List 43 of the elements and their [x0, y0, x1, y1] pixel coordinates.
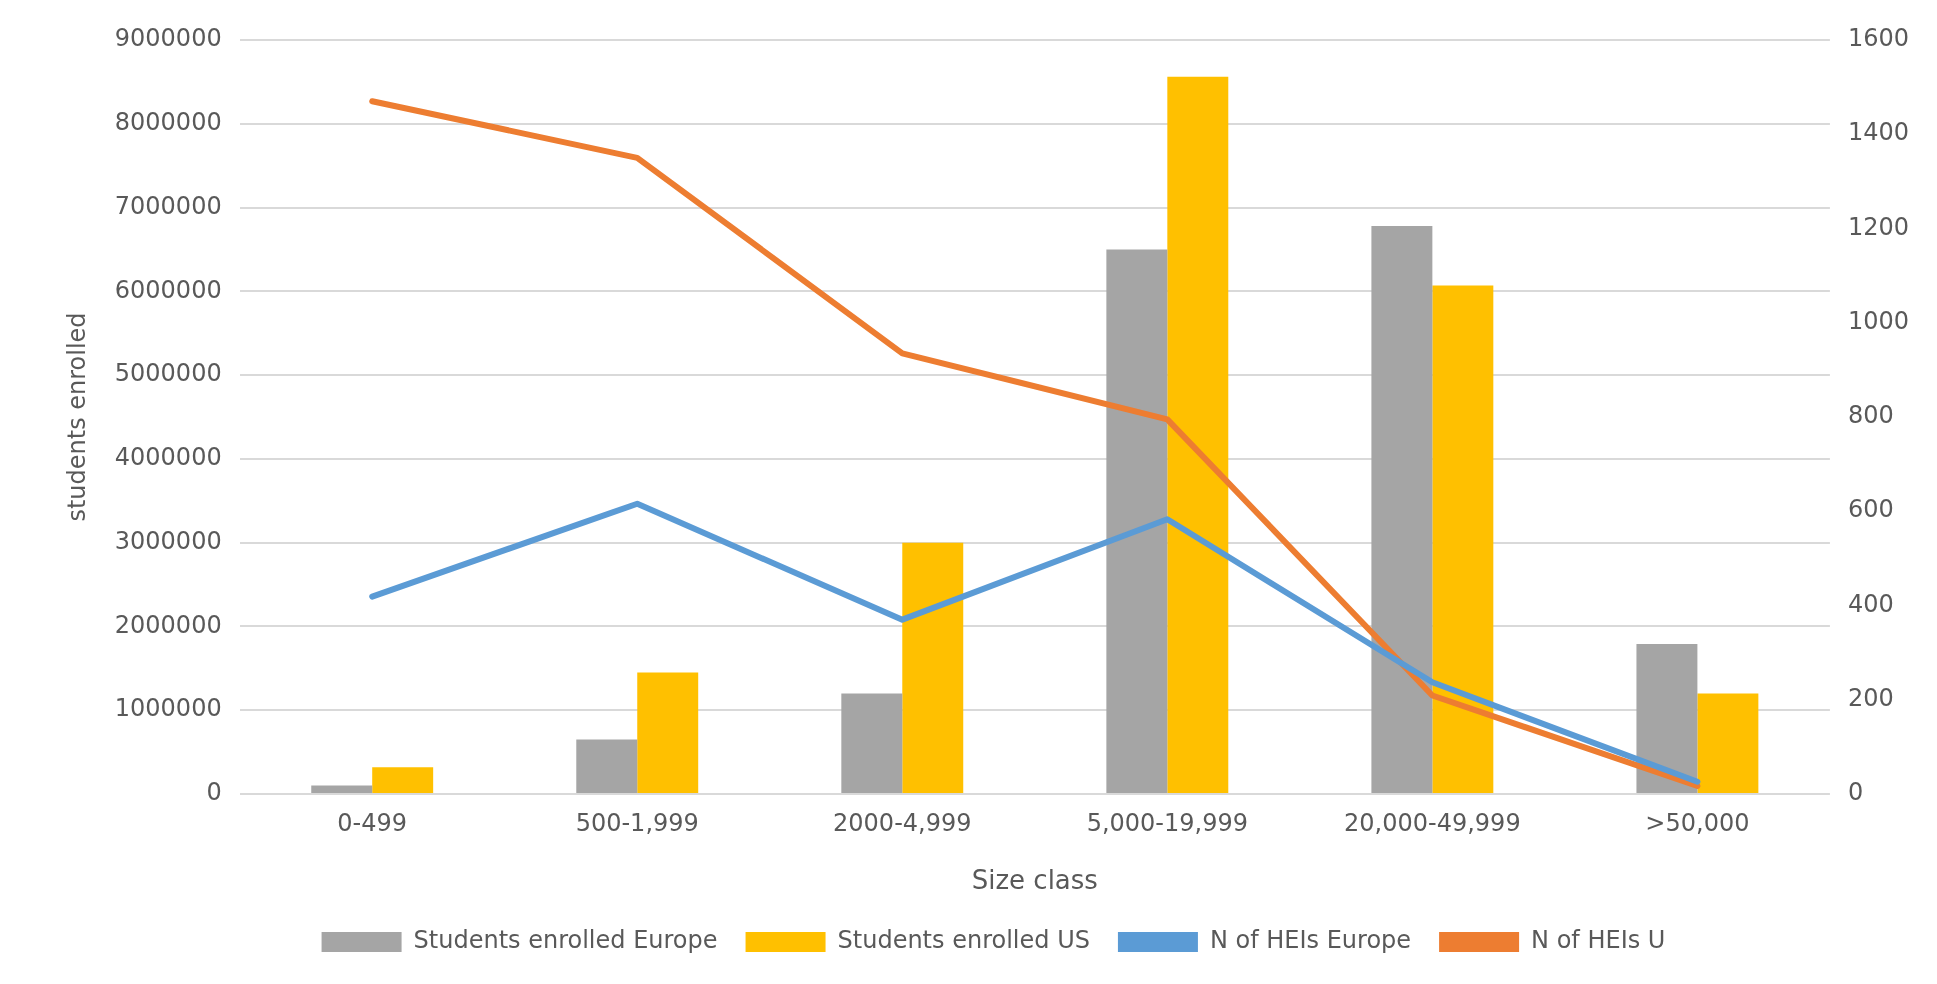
- bar: [637, 672, 699, 793]
- y-tick-label: 4000000: [114, 443, 222, 472]
- bar: [902, 542, 964, 793]
- y2-tick-label: 1000: [1847, 306, 1909, 335]
- y2-tick-label: 200: [1847, 683, 1894, 712]
- y2-tick-label: 1400: [1847, 118, 1909, 147]
- y-tick-label: 9000000: [114, 24, 222, 53]
- x-tick-label: >50,000: [1645, 808, 1750, 837]
- legend-label: Students enrolled Europe: [413, 926, 718, 955]
- bar: [1371, 225, 1433, 793]
- y-tick-label: 0: [206, 778, 222, 807]
- y-tick-label: 1000000: [114, 694, 222, 723]
- bar: [1167, 76, 1229, 793]
- x-tick-label: 0-499: [337, 808, 408, 837]
- bar: [576, 739, 638, 793]
- y2-tick-label: 0: [1847, 778, 1864, 807]
- y2-tick-label: 1600: [1847, 24, 1909, 53]
- bar: [372, 767, 434, 793]
- y-tick-label: 3000000: [114, 526, 222, 555]
- x-tick-label: 2000-4,999: [833, 808, 972, 837]
- x-tick-label: 5,000-19,999: [1086, 808, 1248, 837]
- bar: [1697, 693, 1759, 793]
- legend-label: N of HEIs Europe: [1209, 926, 1412, 955]
- bar: [1106, 249, 1168, 793]
- bar: [1432, 285, 1494, 793]
- y2-tick-label: 800: [1847, 401, 1894, 430]
- y-tick-label: 6000000: [114, 275, 222, 304]
- x-tick-label: 20,000-49,999: [1344, 808, 1521, 837]
- y2-tick-label: 600: [1847, 495, 1894, 524]
- y2-tick-label: 1200: [1847, 212, 1909, 241]
- bar: [841, 693, 903, 793]
- y-tick-label: 2000000: [114, 610, 222, 639]
- legend-label: N of HEIs U: [1531, 926, 1666, 955]
- y-tick-label: 8000000: [114, 108, 222, 137]
- x-axis-title: Size class: [971, 865, 1098, 896]
- x-tick-label: 500-1,999: [575, 808, 699, 837]
- y-axis-title: students enrolled: [62, 312, 91, 522]
- bar: [311, 785, 373, 793]
- y2-tick-label: 400: [1847, 589, 1894, 618]
- y-tick-label: 7000000: [114, 191, 222, 220]
- y-tick-label: 5000000: [114, 359, 222, 388]
- legend-label: Students enrolled US: [837, 926, 1090, 955]
- bar: [1636, 644, 1698, 793]
